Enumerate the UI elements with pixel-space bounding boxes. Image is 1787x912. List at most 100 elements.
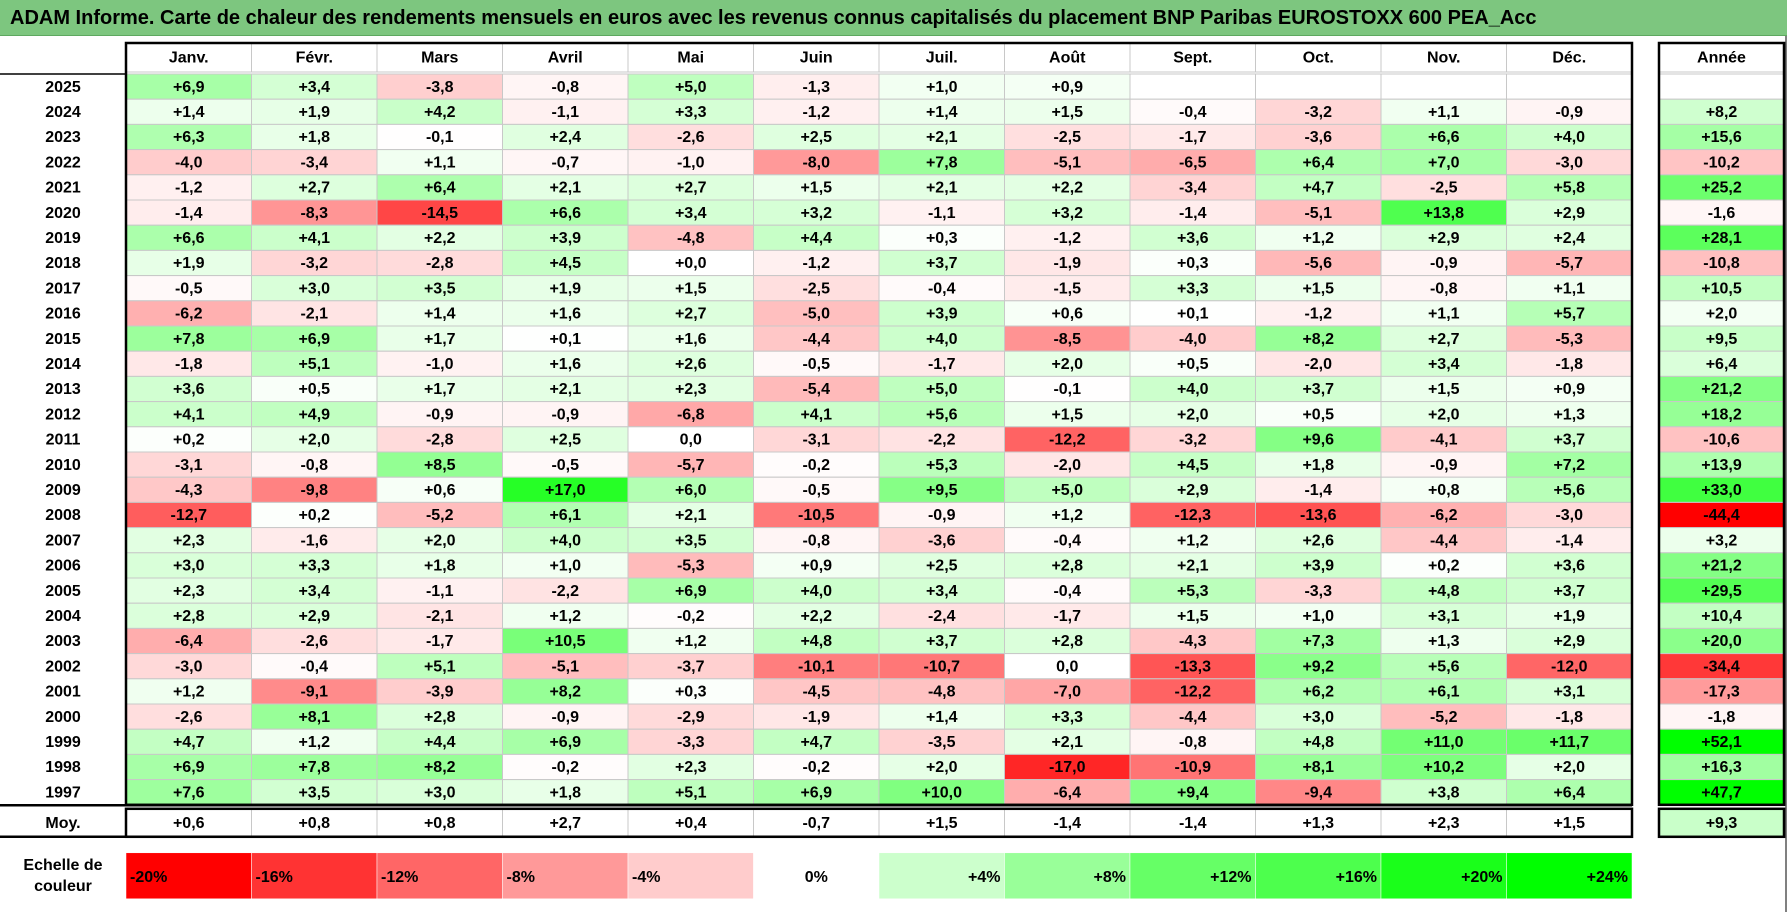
heatmap-cell: [125, 275, 252, 302]
year-cell: [1, 275, 127, 302]
heatmap-cell: [1506, 98, 1633, 125]
heatmap-cell: [1004, 300, 1131, 327]
heatmap-cell: [376, 602, 503, 629]
heatmap-value-label: +2,7: [298, 180, 330, 197]
table-row: 2008 -12,7 +0,2 -5,2 +6,1 +2,1 -10,5 -0,9 +1,2 -1…: [1, 501, 1785, 529]
heatmap-cell: [753, 552, 880, 579]
heatmap-value-label: +3,7: [1553, 583, 1585, 600]
heatmap-value-label: -1,7: [928, 356, 956, 373]
heatmap-value-label: -6,2: [1430, 507, 1458, 524]
heatmap-cell: [1004, 602, 1131, 629]
heatmap-value-label: -1,4: [175, 205, 203, 222]
heatmap-value-label: +1,5: [1051, 406, 1083, 423]
table-row: 2024 +1,4 +1,9 +4,2 -1,1 +3,3 -1,2 +1,4 +1,5 -0,4…: [1, 98, 1785, 125]
heatmap-cell: [1255, 123, 1382, 151]
heatmap-cell: [878, 728, 1005, 755]
year-label: 2018: [45, 255, 81, 272]
heatmap-cell: [878, 300, 1005, 327]
heatmap-value-label: -2,2: [928, 432, 956, 449]
heatmap-value-label: +5,7: [1553, 306, 1585, 323]
heatmap-cell: [502, 174, 629, 201]
heatmap-value-label: +2,1: [1177, 558, 1209, 575]
heatmap-value-label: +9,4: [1177, 784, 1209, 801]
color-scale-label: -16%: [256, 869, 293, 886]
year-cell: [1, 753, 127, 781]
heatmap-value-label: +2,9: [1428, 230, 1460, 247]
year-cell: [1, 249, 127, 277]
heatmap-value-label: -3,3: [1304, 583, 1332, 600]
annual-value-label: -1,8: [1708, 709, 1736, 726]
average-value-label: +1,3: [1302, 815, 1334, 832]
heatmap-value-label: -0,8: [1179, 734, 1207, 751]
heatmap-cell: [753, 300, 880, 327]
heatmap-value-label: +4,1: [173, 406, 205, 423]
heatmap-cell: [753, 678, 880, 705]
average-label: Moy.: [45, 815, 80, 832]
heatmap-cell: [1380, 401, 1507, 428]
month-header-cell: [125, 42, 252, 73]
heatmap-cell: [1004, 577, 1131, 604]
month-header-label: Janv.: [169, 50, 209, 67]
heatmap-value-label: +1,0: [549, 558, 581, 575]
color-scale-label: -12%: [381, 869, 418, 886]
heatmap-value-label: +2,4: [549, 129, 581, 146]
heatmap-cell: [376, 73, 503, 100]
heatmap-cell: [1380, 350, 1507, 377]
heatmap-value-label: +3,6: [1553, 558, 1585, 575]
heatmap-value-label: +1,5: [1302, 280, 1334, 297]
heatmap-value-label: +3,1: [1428, 608, 1460, 625]
year-label: 1999: [45, 734, 81, 751]
annual-value-label: -34,4: [1703, 658, 1740, 675]
heatmap-value-label: +1,1: [1553, 280, 1585, 297]
heatmap-cell: [125, 476, 252, 503]
heatmap-value-label: -12,3: [1175, 507, 1212, 524]
heatmap-value-label: +4,7: [173, 734, 205, 751]
heatmap-cell: [878, 350, 1005, 377]
heatmap-cell: [1506, 753, 1633, 781]
heatmap-cell: [1004, 174, 1131, 201]
heatmap-cell: [1255, 653, 1382, 680]
heatmap-value-label: +2,3: [173, 583, 205, 600]
year-cell: [1, 527, 127, 554]
heatmap-cell: [125, 527, 252, 554]
heatmap-value-label: -0,2: [551, 759, 579, 776]
heatmap-value-label: +5,0: [675, 79, 707, 96]
heatmap-value-label: -2,1: [426, 608, 454, 625]
heatmap-cell: [376, 501, 503, 529]
heatmap-cell: [1380, 249, 1507, 277]
heatmap-cell: [1380, 174, 1507, 201]
annual-value-label: +13,9: [1701, 457, 1742, 474]
heatmap-value-label: +6,2: [1302, 684, 1334, 701]
heatmap-cell: [1255, 174, 1382, 201]
heatmap-value-label: +2,8: [424, 709, 456, 726]
heatmap-value-label: +3,8: [1428, 784, 1460, 801]
heatmap-value-label: +3,0: [424, 784, 456, 801]
heatmap-value-label: +3,9: [549, 230, 581, 247]
heatmap-cell: [502, 375, 629, 403]
heatmap-cell: [1506, 174, 1633, 201]
heatmap-value-label: -1,7: [1179, 129, 1207, 146]
annual-value-label: +10,4: [1701, 608, 1742, 625]
heatmap-value-label: -2,2: [551, 583, 579, 600]
table-row: 2016 -6,2 -2,1 +1,4 +1,6 +2,7 -5,0 +3,9 +0,6 +0,1…: [1, 300, 1785, 327]
heatmap-cell: [1506, 501, 1633, 529]
year-label: 2009: [45, 482, 81, 499]
heatmap-cell: [1506, 577, 1633, 604]
heatmap-cell: [1129, 753, 1256, 781]
heatmap-value-label: +1,4: [926, 104, 958, 121]
heatmap-value-label: +5,1: [675, 784, 707, 801]
heatmap-value-label: +6,9: [298, 331, 330, 348]
heatmap-cell: [753, 602, 880, 629]
year-cell: [1, 375, 127, 403]
heatmap-cell: [125, 199, 252, 226]
heatmap-cell: [1129, 199, 1256, 226]
heatmap-value-label: +9,2: [1302, 658, 1334, 675]
heatmap-value-label: -5,1: [551, 658, 579, 675]
heatmap-value-label: -0,9: [1430, 255, 1458, 272]
year-label: 1998: [45, 759, 81, 776]
heatmap-value-label: +2,7: [1428, 331, 1460, 348]
heatmap-cell: [251, 426, 378, 453]
annual-value-label: +18,2: [1701, 406, 1742, 423]
heatmap-cell: [1255, 779, 1382, 806]
color-scale-swatch: [1506, 852, 1633, 900]
